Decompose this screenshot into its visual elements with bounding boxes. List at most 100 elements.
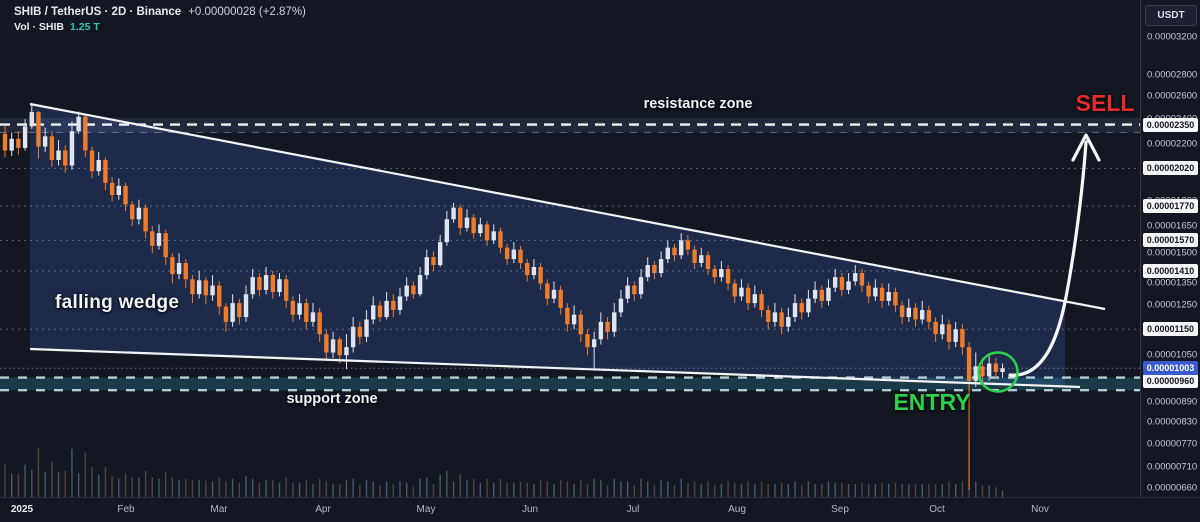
candle-body <box>632 285 637 295</box>
volume-bar <box>318 478 321 497</box>
volume-bar <box>633 485 636 497</box>
volume-bar <box>493 482 495 497</box>
price-level-label[interactable]: 0.00001770 <box>1143 199 1198 214</box>
time-tick-month: Jul <box>626 504 640 515</box>
symbol-title[interactable]: SHIB / TetherUS · 2D · Binance <box>14 6 182 18</box>
time-tick-month: Jun <box>521 504 539 515</box>
time-axis[interactable]: 2025 Feb Mar Apr May Jun Jul Aug Sep Oct Nov <box>0 497 1200 522</box>
volume-bar <box>995 487 997 497</box>
candle-body <box>705 255 711 269</box>
candle-body <box>1000 368 1005 373</box>
candle-body <box>344 347 349 356</box>
volume-bar <box>231 478 234 497</box>
candle-body <box>116 185 122 195</box>
projection-arrow-head <box>1071 133 1101 162</box>
wedge-upper-trendline[interactable] <box>29 102 1106 311</box>
time-tick-year: 2025 <box>10 504 34 515</box>
volume-bar <box>191 480 194 497</box>
price-level-label[interactable]: 0.00002020 <box>1143 161 1198 176</box>
candle-body <box>585 334 590 348</box>
support-zone-band[interactable] <box>0 377 1140 391</box>
candle-body <box>665 247 671 260</box>
price-axis[interactable]: USDT 0.00003200 0.00002800 0.00002600 0.000… <box>1140 0 1200 497</box>
volume-bar <box>339 484 341 497</box>
volume-bar <box>867 484 870 497</box>
candle-body <box>605 321 610 332</box>
candles-layer <box>2 104 1005 490</box>
candle-body <box>123 185 128 205</box>
candle-body <box>658 259 664 274</box>
sell-label[interactable]: SELL <box>1075 90 1135 116</box>
volume-bar <box>44 472 46 497</box>
price-level-label[interactable]: 0.00002350 <box>1143 118 1198 133</box>
volume-bar <box>707 481 709 497</box>
volume-bar <box>64 471 66 497</box>
candle-body <box>832 277 838 288</box>
candle-body <box>109 182 115 195</box>
candle-body <box>484 224 490 241</box>
candle-body <box>83 116 88 151</box>
candle-body <box>886 292 891 301</box>
volume-bar <box>546 481 548 497</box>
volume-bar <box>24 464 26 497</box>
falling-wedge-label[interactable]: falling wedge <box>55 292 180 313</box>
candle-body <box>491 231 496 241</box>
projection-arrow[interactable] <box>1008 140 1088 377</box>
volume-bar <box>881 482 883 497</box>
candle-body <box>538 266 543 284</box>
volume-bar <box>807 481 810 497</box>
candle-body <box>826 287 831 301</box>
volume-bar <box>948 481 950 497</box>
candle-body <box>377 305 383 318</box>
volume-bar <box>178 480 180 497</box>
wedge-fill[interactable] <box>30 104 1065 386</box>
entry-label[interactable]: ENTRY <box>893 389 971 415</box>
volume-bar <box>359 485 361 497</box>
volume-bar <box>258 482 261 497</box>
candle-body <box>799 303 804 313</box>
currency-toggle-button[interactable]: USDT <box>1145 5 1197 26</box>
time-tick-month: Apr <box>315 504 331 515</box>
volume-bar <box>84 452 87 497</box>
price-tick: 0.00001650 <box>1147 220 1198 232</box>
resistance-zone-label[interactable]: resistance zone <box>643 96 753 112</box>
candle-body <box>725 268 731 284</box>
candle-body <box>906 307 912 318</box>
candle-body <box>196 280 202 295</box>
candle-body <box>411 285 416 295</box>
price-level-label[interactable]: 0.00001570 <box>1143 233 1198 248</box>
price-level-label[interactable]: 0.00001150 <box>1143 322 1198 337</box>
candle-body <box>772 312 778 322</box>
candle-body <box>458 207 463 228</box>
zones-layer <box>0 117 1140 392</box>
candle-body <box>170 257 175 275</box>
candle-body <box>812 289 818 299</box>
volume-bar <box>667 481 669 497</box>
symbol-header[interactable]: SHIB / TetherUS · 2D · Binance +0.0000002… <box>14 6 306 18</box>
candle-body <box>217 285 222 307</box>
volume-bar <box>98 474 100 497</box>
volume-bar <box>285 477 287 497</box>
candle-body <box>525 263 530 276</box>
volume-bar <box>533 484 535 497</box>
candle-body <box>103 159 108 183</box>
price-level-label[interactable]: 0.00000960 <box>1143 373 1198 388</box>
candle-body <box>966 347 972 381</box>
candle-body <box>625 285 630 299</box>
support-zone-label[interactable]: support zone <box>286 391 378 407</box>
candle-body <box>926 310 932 322</box>
volume-bar <box>713 485 716 497</box>
price-level-label[interactable]: 0.00001410 <box>1143 264 1198 279</box>
volume-bar <box>787 484 790 497</box>
volume-bar <box>31 469 33 497</box>
volume-bar <box>459 473 461 497</box>
entry-circle[interactable] <box>977 351 1019 393</box>
candle-body <box>130 204 135 220</box>
candle-body <box>9 138 14 151</box>
volume-bar <box>419 478 421 497</box>
candle-body <box>163 233 168 258</box>
volume-bar <box>124 473 127 497</box>
volume-bar <box>767 484 769 497</box>
volume-header: Vol · SHIB 1.25 T <box>14 21 100 33</box>
